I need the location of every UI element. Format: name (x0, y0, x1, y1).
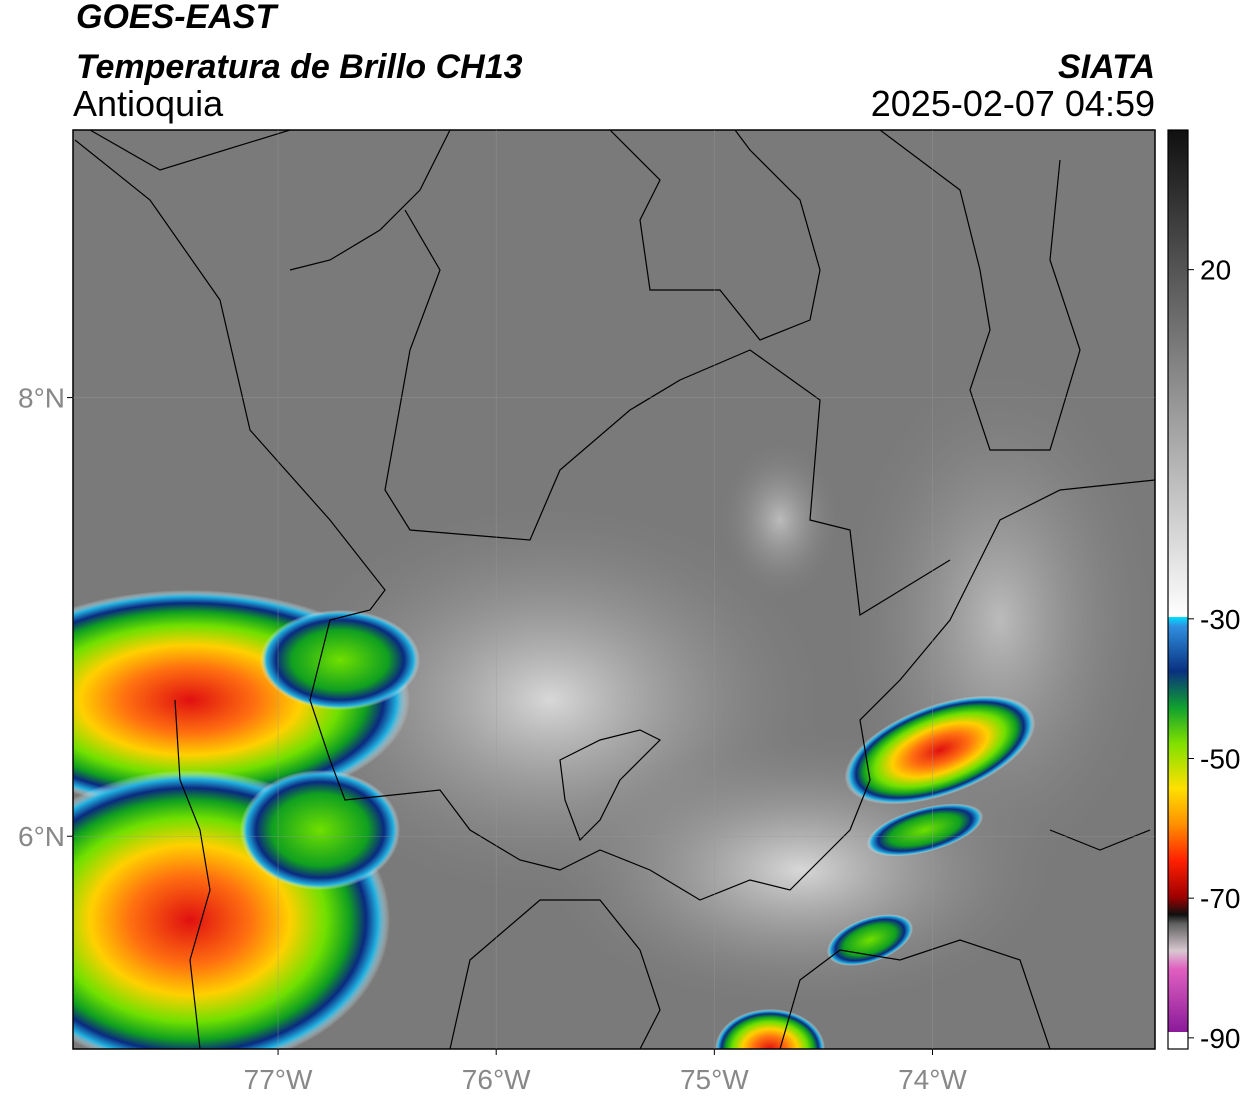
region: Antioquia (73, 83, 224, 124)
title: GOES-EAST (76, 0, 279, 36)
y-tick-label: 8°N (18, 383, 65, 414)
colorbar-under (1168, 1032, 1188, 1049)
source: SIATA (1058, 48, 1155, 86)
map-frame (72, 129, 1156, 1050)
colorbar-tick-label: -50 (1200, 743, 1240, 774)
colorbar-tick-label: -90 (1200, 1023, 1240, 1054)
x-tick-label: 75°W (680, 1064, 749, 1095)
x-tick-label: 76°W (462, 1064, 531, 1095)
colorbar (1168, 130, 1188, 1032)
colorbar-tick-label: -30 (1200, 604, 1240, 635)
colorbar-frame (1167, 129, 1189, 1050)
satellite-image (73, 130, 1155, 1049)
colorbar-tick-label: 20 (1200, 255, 1231, 286)
x-tick-label: 77°W (244, 1064, 313, 1095)
x-tick-label: 74°W (898, 1064, 967, 1095)
subtitle: Temperatura de Brillo CH13 (76, 48, 523, 86)
y-tick-label: 6°N (18, 821, 65, 852)
colorbar-tick-label: -70 (1200, 883, 1240, 914)
datetime: 2025-02-07 04:59 (871, 83, 1155, 124)
